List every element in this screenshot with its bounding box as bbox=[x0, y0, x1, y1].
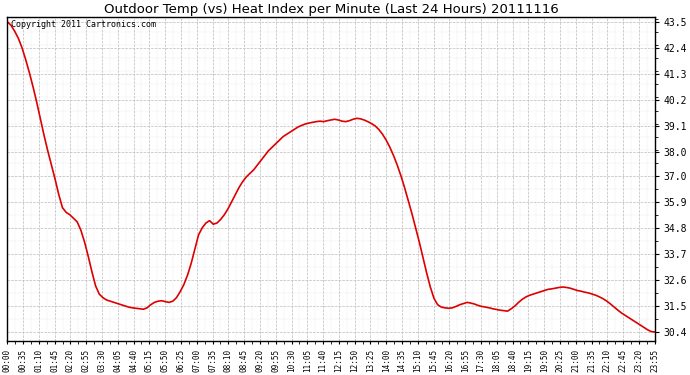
Text: Copyright 2011 Cartronics.com: Copyright 2011 Cartronics.com bbox=[10, 20, 155, 29]
Title: Outdoor Temp (vs) Heat Index per Minute (Last 24 Hours) 20111116: Outdoor Temp (vs) Heat Index per Minute … bbox=[104, 3, 558, 16]
